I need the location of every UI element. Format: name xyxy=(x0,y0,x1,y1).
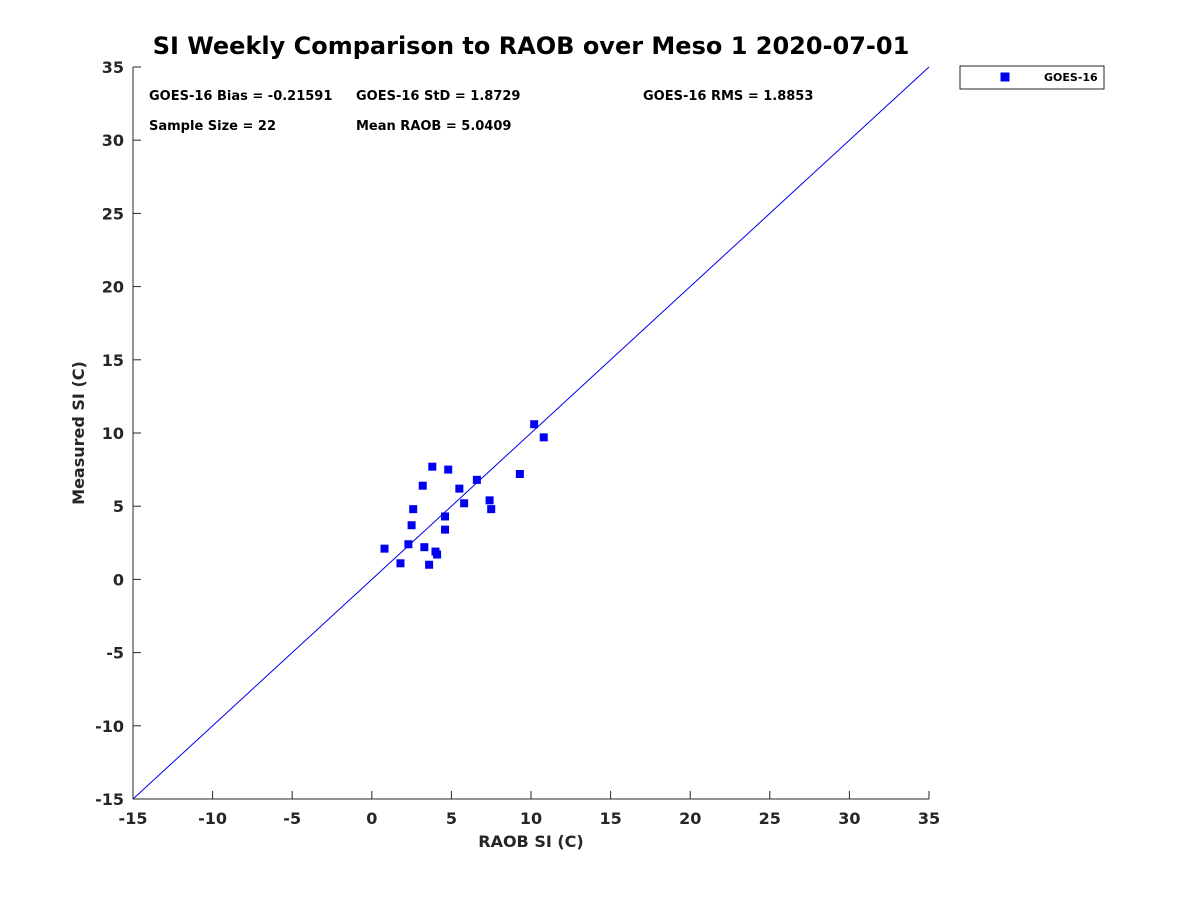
y-tick-label: 5 xyxy=(113,497,124,516)
data-point xyxy=(428,462,437,471)
x-tick-label: 10 xyxy=(520,809,542,828)
data-point xyxy=(455,484,464,493)
y-tick-label: 35 xyxy=(102,58,124,77)
data-point xyxy=(404,540,413,549)
x-tick-label: 5 xyxy=(446,809,457,828)
y-tick-label: -5 xyxy=(106,644,124,663)
data-point xyxy=(441,525,450,534)
data-point xyxy=(515,469,524,478)
data-point xyxy=(420,543,429,552)
y-tick-label: 15 xyxy=(102,351,124,370)
data-point xyxy=(433,550,442,559)
x-tick-label: 20 xyxy=(679,809,701,828)
y-tick-label: -15 xyxy=(95,790,124,809)
data-point xyxy=(460,499,469,508)
y-tick-label: 20 xyxy=(102,278,124,297)
bias-annotation: GOES-16 Bias = -0.21591 xyxy=(149,89,332,104)
x-tick-label: 25 xyxy=(759,809,781,828)
x-tick-label: -10 xyxy=(198,809,227,828)
x-tick-label: -5 xyxy=(283,809,301,828)
x-tick-label: 0 xyxy=(366,809,377,828)
data-point xyxy=(441,512,450,521)
y-tick-label: -10 xyxy=(95,717,124,736)
one-to-one-line xyxy=(132,66,930,800)
data-point xyxy=(472,475,481,484)
mean-raob-annotation: Mean RAOB = 5.0409 xyxy=(356,119,511,134)
data-point xyxy=(425,560,434,569)
legend-entry-goes-16: GOES-16 xyxy=(1044,71,1098,84)
data-point xyxy=(396,559,405,568)
legend-box xyxy=(959,65,1105,90)
x-tick-label: 35 xyxy=(918,809,940,828)
y-axis-label: Measured SI (C) xyxy=(69,361,88,505)
data-point xyxy=(407,521,416,530)
data-point xyxy=(418,481,427,490)
x-tick-label: -15 xyxy=(119,809,148,828)
chart-title: SI Weekly Comparison to RAOB over Meso 1… xyxy=(153,32,910,60)
x-axis-label: RAOB SI (C) xyxy=(478,832,583,851)
sample-size-annotation: Sample Size = 22 xyxy=(149,119,276,134)
y-tick-label: 10 xyxy=(102,424,124,443)
plot-area: -15 -10 -5 0 5 10 15 20 25 30 35 -15 -10 -5 0 5 10 15 20 25… xyxy=(95,58,940,828)
data-point xyxy=(380,544,389,553)
y-tick-label: 25 xyxy=(102,204,124,223)
legend: GOES-16 xyxy=(959,65,1105,90)
y-tick-label: 0 xyxy=(113,570,124,589)
x-tick-label: 30 xyxy=(838,809,860,828)
y-tick-label: 30 xyxy=(102,131,124,150)
data-point xyxy=(444,465,453,474)
data-point xyxy=(485,496,494,505)
legend-marker-square xyxy=(1000,72,1010,82)
data-point xyxy=(487,505,496,514)
data-point xyxy=(530,420,539,429)
rms-annotation: GOES-16 RMS = 1.8853 xyxy=(643,89,813,104)
std-annotation: GOES-16 StD = 1.8729 xyxy=(356,89,520,104)
x-tick-label: 15 xyxy=(599,809,621,828)
data-point xyxy=(409,505,418,514)
data-point xyxy=(539,433,548,442)
